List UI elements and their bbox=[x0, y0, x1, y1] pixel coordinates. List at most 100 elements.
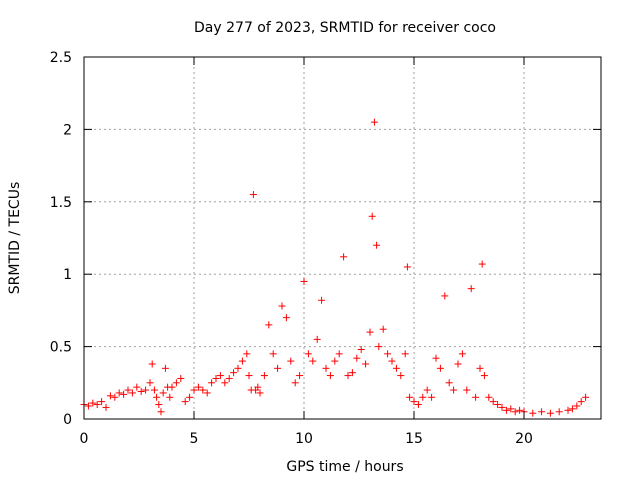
data-point-marker bbox=[577, 398, 585, 406]
data-point-marker bbox=[93, 401, 101, 409]
data-point-marker bbox=[478, 260, 486, 268]
data-point-marker bbox=[502, 406, 510, 414]
x-tick-labels: 0 5 10 15 20 bbox=[80, 431, 533, 447]
data-point-marker bbox=[494, 401, 502, 409]
data-point-marker bbox=[564, 406, 572, 414]
data-point-marker bbox=[256, 389, 264, 397]
data-point-marker bbox=[326, 372, 334, 380]
data-point-marker bbox=[137, 387, 145, 395]
x-axis-label: GPS time / hours bbox=[286, 459, 403, 475]
data-point-marker bbox=[296, 372, 304, 380]
data-point-marker bbox=[498, 403, 506, 411]
data-point-marker bbox=[269, 350, 277, 358]
y-axis-label: SRMTID / TECUs bbox=[7, 182, 23, 295]
data-point-marker bbox=[304, 350, 312, 358]
data-point-marker bbox=[445, 379, 453, 387]
data-point-marker bbox=[441, 292, 449, 300]
data-point-marker bbox=[463, 386, 471, 394]
y-tick-label: 0.5 bbox=[50, 340, 72, 356]
data-point-marker bbox=[159, 389, 167, 397]
data-point-marker bbox=[480, 372, 488, 380]
data-point-marker bbox=[373, 241, 381, 249]
data-point-marker bbox=[98, 398, 106, 406]
data-point-marker bbox=[555, 408, 563, 416]
data-point-marker bbox=[212, 374, 220, 382]
data-point-marker bbox=[454, 360, 462, 368]
data-point-marker bbox=[146, 379, 154, 387]
data-point-marker bbox=[111, 393, 119, 401]
data-point-marker bbox=[458, 350, 466, 358]
data-point-marker bbox=[450, 386, 458, 394]
data-point-marker bbox=[568, 405, 576, 413]
data-point-marker bbox=[410, 398, 418, 406]
data-points bbox=[80, 118, 590, 417]
data-point-marker bbox=[335, 350, 343, 358]
data-point-marker bbox=[397, 372, 405, 380]
data-point-marker bbox=[238, 357, 246, 365]
data-point-marker bbox=[265, 321, 273, 329]
x-tick-label: 10 bbox=[295, 431, 313, 447]
x-tick-label: 20 bbox=[515, 431, 533, 447]
data-point-marker bbox=[243, 350, 251, 358]
x-tick-label: 15 bbox=[405, 431, 423, 447]
data-point-marker bbox=[225, 374, 233, 382]
data-point-marker bbox=[362, 360, 370, 368]
data-point-marker bbox=[344, 372, 352, 380]
data-point-marker bbox=[124, 386, 132, 394]
data-point-marker bbox=[582, 393, 590, 401]
x-tick-label: 0 bbox=[80, 431, 89, 447]
data-point-marker bbox=[234, 364, 242, 372]
data-point-marker bbox=[476, 364, 484, 372]
data-point-marker bbox=[230, 369, 238, 377]
y-tick-label: 0 bbox=[63, 412, 72, 428]
data-point-marker bbox=[370, 118, 378, 126]
data-point-marker bbox=[150, 386, 158, 394]
data-point-marker bbox=[287, 357, 295, 365]
axis-ticks bbox=[83, 56, 601, 420]
data-point-marker bbox=[216, 372, 224, 380]
y-tick-label: 1.5 bbox=[50, 195, 72, 211]
data-point-marker bbox=[249, 191, 257, 199]
data-point-marker bbox=[181, 398, 189, 406]
data-point-marker bbox=[546, 409, 554, 417]
data-point-marker bbox=[190, 386, 198, 394]
data-point-marker bbox=[278, 302, 286, 310]
data-point-marker bbox=[106, 392, 114, 400]
data-point-marker bbox=[414, 401, 422, 409]
data-point-marker bbox=[282, 314, 290, 322]
data-point-marker bbox=[529, 409, 537, 417]
data-point-marker bbox=[245, 372, 253, 380]
data-point-marker bbox=[401, 350, 409, 358]
data-point-marker bbox=[348, 369, 356, 377]
data-point-marker bbox=[161, 364, 169, 372]
data-point-marker bbox=[260, 372, 268, 380]
data-point-marker bbox=[357, 345, 365, 353]
data-point-marker bbox=[507, 405, 515, 413]
y-tick-label: 2.5 bbox=[50, 50, 72, 66]
data-point-marker bbox=[340, 253, 348, 261]
data-point-marker bbox=[318, 296, 326, 304]
y-tick-label: 2 bbox=[63, 122, 72, 138]
chart-title: Day 277 of 2023, SRMTID for receiver coc… bbox=[194, 20, 496, 36]
data-point-marker bbox=[168, 383, 176, 391]
data-point-marker bbox=[155, 401, 163, 409]
data-point-marker bbox=[221, 379, 229, 387]
data-point-marker bbox=[489, 398, 497, 406]
data-point-marker bbox=[89, 399, 97, 407]
data-point-marker bbox=[115, 389, 123, 397]
data-point-marker bbox=[375, 343, 383, 351]
data-point-marker bbox=[84, 402, 92, 410]
data-point-marker bbox=[133, 383, 141, 391]
data-point-marker bbox=[254, 383, 262, 391]
data-point-marker bbox=[436, 364, 444, 372]
data-point-marker bbox=[142, 386, 150, 394]
data-point-marker bbox=[392, 364, 400, 372]
data-point-marker bbox=[485, 393, 493, 401]
y-tick-label: 1 bbox=[63, 267, 72, 283]
data-point-marker bbox=[300, 277, 308, 285]
data-point-marker bbox=[172, 379, 180, 387]
plot-border bbox=[83, 56, 602, 420]
data-point-marker bbox=[419, 393, 427, 401]
grid-lines bbox=[84, 57, 601, 419]
